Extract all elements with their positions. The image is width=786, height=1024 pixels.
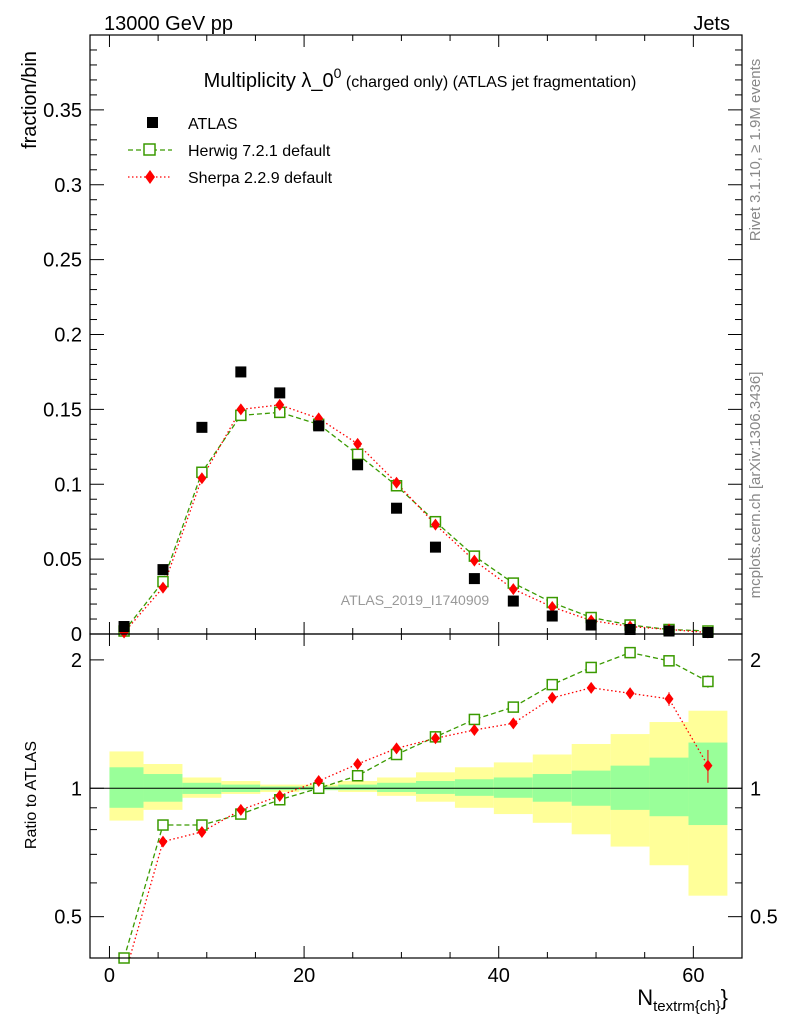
legend-marker-herwig — [143, 143, 156, 156]
herwig-ratio-point — [157, 819, 169, 831]
herwig-point — [351, 448, 364, 461]
y-tick-label-top: 0.35 — [43, 100, 82, 122]
atlas-point — [546, 610, 558, 622]
collision-label: 13000 GeV pp — [104, 13, 233, 35]
atlas-point — [391, 502, 403, 514]
sherpa-point — [547, 601, 557, 614]
herwig-ratio-point — [624, 646, 636, 659]
y-axis-label-top: fraction/bin — [19, 51, 41, 149]
herwig-ratio-point — [351, 769, 364, 782]
legend: ATLAS Herwig 7.2.1 default Sherpa 2.2.9 … — [128, 116, 333, 187]
y-tick-label-ratio-left: 0.5 — [54, 907, 82, 929]
y-tick-label-ratio-right: 2 — [750, 650, 761, 672]
ratio-band-stat — [416, 781, 455, 794]
sherpa-ratio-point — [508, 717, 518, 730]
sherpa-ratio-point — [158, 835, 168, 848]
sherpa-ratio-point — [625, 687, 635, 700]
atlas-point — [274, 387, 286, 399]
herwig-ratio-point — [585, 661, 597, 674]
sherpa-point — [158, 581, 168, 594]
sherpa-point — [236, 403, 246, 416]
ratio-panel-frame — [89, 633, 743, 959]
analysis-tag: ATLAS_2019_I1740909 — [341, 592, 490, 608]
y-axis-label-ratio: Ratio to ATLAS — [23, 741, 40, 849]
legend-label-sherpa: Sherpa 2.2.9 default — [188, 170, 333, 187]
y-tick-label-top: 0.25 — [43, 250, 82, 272]
sherpa-ratio-point — [469, 723, 479, 736]
ratio-band-stat — [454, 779, 494, 796]
ratio-band-stat — [109, 767, 144, 808]
mcplots-label: mcplots.cern.ch [arXiv:1306.3436] — [747, 372, 764, 599]
sherpa-ratio-point — [197, 825, 207, 838]
ratio-band-stat — [610, 765, 650, 810]
process-label: Jets — [693, 13, 730, 35]
sherpa-ratio-point — [703, 759, 713, 772]
sherpa-ratio-point — [236, 803, 246, 816]
sherpa-ratio-point — [430, 732, 440, 745]
sherpa-point — [353, 437, 363, 450]
atlas-point — [196, 421, 208, 433]
y-tick-label-top: 0 — [71, 624, 82, 646]
sherpa-point — [197, 472, 207, 485]
y-tick-label-ratio-right: 0.5 — [750, 907, 778, 929]
atlas-point — [235, 366, 247, 378]
sherpa-point — [508, 583, 518, 596]
atlas-point — [624, 624, 636, 636]
y-tick-label-ratio-left: 1 — [71, 778, 82, 800]
y-tick-label-top: 0.15 — [43, 399, 82, 421]
y-tick-label-top: 0.2 — [54, 325, 82, 347]
atlas-point — [468, 573, 480, 585]
atlas-point — [352, 459, 364, 471]
x-axis-label: Ntextrm{ch}} — [637, 985, 728, 1015]
atlas-point — [702, 627, 714, 639]
ratio-band-stat — [649, 757, 689, 817]
sherpa-ratio-point — [586, 681, 596, 694]
herwig-ratio-point — [546, 678, 558, 691]
atlas-point — [507, 595, 519, 607]
herwig-ratio-point — [507, 701, 520, 713]
atlas-point — [118, 621, 130, 633]
atlas-point — [429, 541, 441, 553]
y-tick-label-top: 0.05 — [43, 549, 82, 571]
atlas-point — [313, 420, 325, 432]
herwig-ratio-point — [663, 655, 675, 667]
herwig-ratio-point — [702, 675, 714, 688]
sherpa-ratio-point — [353, 758, 363, 771]
herwig-line — [123, 411, 708, 632]
x-tick-label: 60 — [682, 965, 704, 987]
x-tick-label: 40 — [488, 965, 510, 987]
ratio-band-stat — [338, 784, 378, 791]
x-tick-label: 0 — [104, 965, 115, 987]
herwig-ratio-point — [468, 713, 481, 726]
sherpa-ratio-point — [275, 789, 285, 802]
legend-marker-sherpa — [145, 170, 155, 184]
herwig-ratio-line — [123, 651, 709, 958]
legend-marker-atlas — [147, 117, 158, 128]
sherpa-point — [430, 518, 440, 531]
atlas-point — [663, 625, 675, 637]
y-tick-label-ratio-right: 1 — [750, 778, 761, 800]
y-tick-label-top: 0.1 — [54, 474, 82, 496]
x-tick-label: 20 — [293, 965, 315, 987]
sherpa-ratio-point — [392, 742, 402, 755]
sherpa-point — [469, 554, 479, 567]
sherpa-ratio-point — [547, 691, 557, 704]
y-tick-label-top: 0.3 — [54, 175, 82, 197]
sherpa-line — [123, 404, 708, 634]
legend-label-herwig: Herwig 7.2.1 default — [188, 143, 331, 160]
atlas-point — [157, 564, 169, 576]
rivet-label: Rivet 3.1.10, ≥ 1.9M events — [747, 59, 764, 242]
atlas-point — [585, 619, 597, 631]
plot-title: Multiplicity λ_00 (charged only) (ATLAS … — [204, 65, 637, 92]
ratio-band-stat — [493, 777, 533, 798]
sherpa-point — [275, 398, 285, 411]
ratio-band-stat — [377, 782, 416, 793]
y-tick-label-ratio-left: 2 — [71, 650, 82, 672]
sherpa-point — [392, 476, 402, 489]
sherpa-ratio-point — [314, 775, 324, 788]
legend-label-atlas: ATLAS — [188, 116, 238, 133]
sherpa-ratio-point — [664, 692, 674, 705]
